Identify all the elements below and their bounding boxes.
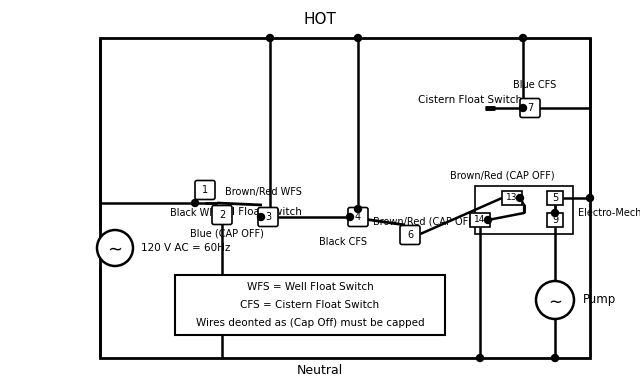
Circle shape: [520, 34, 527, 41]
Circle shape: [586, 194, 593, 201]
Text: 4: 4: [355, 212, 361, 222]
Circle shape: [346, 213, 353, 221]
Bar: [475, 186, 573, 234]
Bar: [470, 213, 490, 227]
Text: Black CFS: Black CFS: [319, 237, 367, 247]
Text: CFS = Cistern Float Switch: CFS = Cistern Float Switch: [241, 300, 380, 310]
Circle shape: [191, 199, 198, 206]
Text: Electro-Mechanical Relay: Electro-Mechanical Relay: [578, 208, 640, 218]
Text: 120 V AC = 60Hz: 120 V AC = 60Hz: [141, 243, 230, 253]
Circle shape: [355, 206, 362, 212]
Text: Well Float Switch: Well Float Switch: [213, 207, 302, 217]
Text: Blue (CAP OFF): Blue (CAP OFF): [190, 229, 264, 239]
Circle shape: [97, 230, 133, 266]
Circle shape: [477, 355, 483, 362]
Text: 3: 3: [265, 212, 271, 222]
Text: 14: 14: [474, 215, 486, 224]
FancyBboxPatch shape: [195, 181, 215, 199]
Text: Brown/Red (CAP OFF): Brown/Red (CAP OFF): [372, 217, 477, 227]
Circle shape: [536, 281, 574, 319]
Text: ∼: ∼: [108, 241, 123, 259]
Text: 1: 1: [202, 185, 208, 195]
Text: Neutral: Neutral: [297, 364, 343, 377]
FancyBboxPatch shape: [212, 206, 232, 224]
Text: 9: 9: [552, 215, 558, 225]
Text: Pump: Pump: [583, 294, 616, 307]
Circle shape: [266, 34, 273, 41]
Text: Black WFS: Black WFS: [170, 208, 220, 218]
Circle shape: [516, 194, 524, 201]
Circle shape: [520, 104, 527, 111]
Circle shape: [257, 213, 264, 221]
Text: Brown/Red WFS: Brown/Red WFS: [225, 187, 301, 197]
Bar: [502, 191, 522, 205]
Text: 2: 2: [219, 210, 225, 220]
Circle shape: [355, 34, 362, 41]
Bar: [547, 213, 563, 227]
Text: 6: 6: [407, 230, 413, 240]
Text: Wires deonted as (Cap Off) must be capped: Wires deonted as (Cap Off) must be cappe…: [196, 318, 424, 328]
Text: WFS = Well Float Switch: WFS = Well Float Switch: [246, 282, 373, 292]
Bar: [547, 191, 563, 205]
Circle shape: [552, 210, 559, 217]
Circle shape: [552, 355, 559, 362]
Text: Blue CFS: Blue CFS: [513, 80, 557, 90]
Bar: [175, 275, 445, 335]
Text: 5: 5: [552, 193, 558, 203]
Text: 7: 7: [527, 103, 533, 113]
FancyBboxPatch shape: [400, 226, 420, 244]
Text: 13: 13: [506, 194, 518, 203]
Text: Cistern Float Switch: Cistern Float Switch: [418, 95, 522, 105]
Bar: [100, 38, 590, 358]
Circle shape: [484, 217, 492, 224]
FancyBboxPatch shape: [520, 99, 540, 118]
Text: Brown/Red (CAP OFF): Brown/Red (CAP OFF): [450, 170, 554, 180]
Text: HOT: HOT: [303, 13, 337, 27]
FancyBboxPatch shape: [348, 208, 368, 226]
FancyBboxPatch shape: [258, 208, 278, 226]
Text: ∼: ∼: [548, 293, 562, 311]
